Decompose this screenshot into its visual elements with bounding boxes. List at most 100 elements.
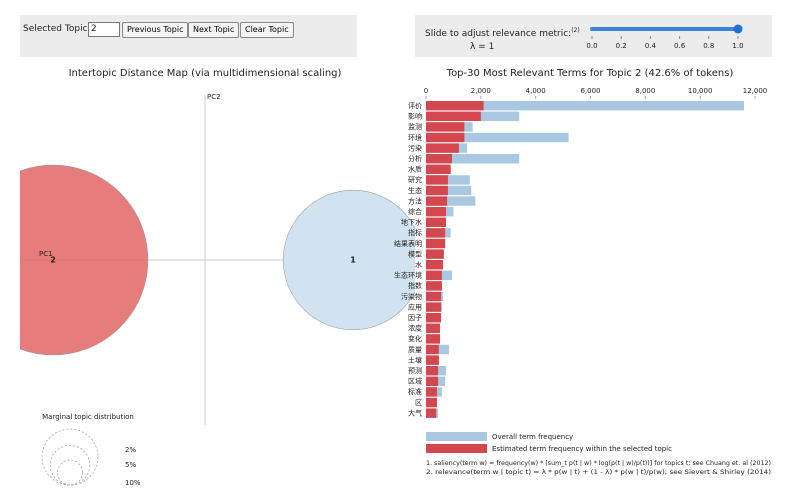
topic-circle[interactable] [282,189,423,331]
y-tick-label: 变化 [408,334,422,343]
bar [426,175,448,185]
y-tick-label: 方法 [408,196,422,205]
size-legend-label: 2% [125,446,136,454]
bar [426,132,465,143]
y-tick-label: 监测 [408,122,422,131]
size-legend-label: 5% [125,461,136,469]
y-tick-label: 结果表明 [394,239,422,248]
bar [426,196,476,206]
slider-tick-label: 0.8 [703,42,714,50]
chart-title: Top-30 Most Relevant Terms for Topic 2 (… [446,68,734,79]
y-tick-label: 评价 [408,102,422,110]
y-tick-label: 浓度 [408,324,422,333]
slider-panel [415,15,772,57]
y-tick-label: 研究 [408,175,422,184]
topic-label: 1 [350,256,356,265]
bar [426,366,439,376]
bar [426,291,442,302]
bar [426,132,569,143]
y-tick-label: 环境 [408,133,422,142]
y-tick-label: 质量 [408,345,422,354]
y-tick-label: 预测 [408,366,422,375]
slider-label: Slide to adjust relevance metric:(2) [425,27,580,39]
x-tick-label: 12,000 [743,87,768,95]
bar [426,111,481,121]
y-tick-label: 区域 [408,377,422,386]
bar [426,101,745,111]
y-tick-label: 模型 [408,249,422,258]
x-tick-label: 8,000 [635,87,655,95]
bar [426,238,446,249]
legend-swatch [426,444,487,453]
y-tick-label: 污染物 [401,292,422,301]
y-tick-label: 水质 [408,165,422,174]
topic-input[interactable]: 2 [88,22,120,37]
bar [426,154,453,164]
y-tick-label: 污染 [408,143,422,152]
y-tick-label: 地下水 [401,218,422,227]
y-tick-label: 因子 [408,314,422,322]
bar [426,143,459,153]
bar [426,397,437,408]
y-tick-label: 水 [415,260,422,269]
x-tick-label: 2,000 [471,87,491,95]
prev-button[interactable]: Previous Topic [122,22,189,38]
size-legend-circle [41,428,99,486]
legend-label: Overall term frequency [492,433,573,441]
y-axis-label: PC2 [207,93,221,101]
lambda: λ = 1 [470,42,494,52]
bar [426,302,442,312]
bar [426,387,437,397]
slider-tick-label: 1.0 [732,42,743,50]
x-tick-label: 4,000 [526,87,546,95]
slider-tick-label: 0.2 [616,42,627,50]
bar [426,185,448,196]
next-button[interactable]: Next Topic [188,22,240,38]
bar [426,217,447,227]
slider-thumb[interactable] [733,24,743,34]
bar [426,344,439,355]
size-legend-circle [57,459,83,486]
y-tick-label: 土壤 [408,355,422,364]
topic-circle[interactable] [0,164,149,356]
y-tick-label: 标准 [408,387,422,396]
y-tick-label: 影响 [408,112,422,121]
legend-swatch [426,432,487,441]
bar [426,313,442,323]
bar [426,408,437,418]
y-tick-label: 指标 [408,228,422,237]
legend-label: Estimated term frequency within the sele… [492,445,672,453]
size-legend-label: 10% [125,479,141,487]
x-tick-label: 0 [424,87,428,95]
y-tick-label: 指数 [408,281,422,290]
y-tick-label: 大气 [408,408,422,417]
slider-note: (2) [571,27,580,34]
x-tick-label: 10,000 [688,87,713,95]
bar [426,101,484,111]
lambda-prefix: λ = [470,42,486,52]
bar [426,196,448,206]
y-tick-label: 应用 [408,302,422,311]
lambda-value: 1 [488,42,495,52]
clear-button[interactable]: Clear Topic [240,22,294,38]
size-legend-title: Marginal topic distribution [42,413,134,421]
slider-tick-label: 0.4 [645,42,657,50]
x-axis-label: PC1 [39,250,53,258]
topic-label: Selected Topic: [23,24,91,34]
bar [426,270,442,280]
bar [426,260,443,270]
bar [426,207,447,217]
bar [426,355,439,365]
bar [426,122,465,132]
y-tick-label: 分析 [408,154,422,163]
y-tick-label: 生态 [408,186,422,195]
bar [426,249,444,259]
bar [426,376,439,386]
bar [426,281,442,291]
y-tick-label: 综合 [408,207,422,216]
y-tick-label: 生态环境 [394,271,422,280]
bar [426,334,440,344]
